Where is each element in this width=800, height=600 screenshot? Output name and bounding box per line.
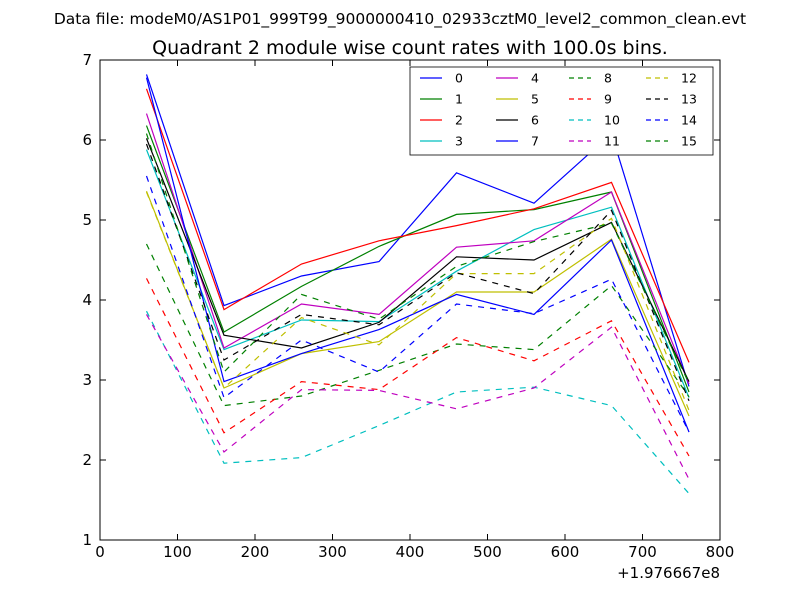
series-line-15 [145,133,690,384]
chart-title: Quadrant 2 module wise count rates with … [152,37,668,59]
y-tick-label: 7 [82,51,92,69]
legend-label-13: 13 [681,92,697,107]
legend-label-11: 11 [604,134,620,149]
series-line-10 [145,310,690,494]
series-line-11 [145,314,690,480]
legend-label-8: 8 [604,71,612,86]
legend-label-1: 1 [455,92,463,107]
x-offset-label: +1.976667e8 [617,564,720,582]
legend-label-15: 15 [681,134,697,149]
y-tick-label: 1 [82,531,92,549]
legend-label-14: 14 [681,113,697,128]
x-tick-label: 200 [241,543,270,561]
y-tick-label: 5 [82,211,92,229]
x-tick-label: 400 [396,543,425,561]
series-line-3 [145,149,690,398]
series-line-5 [145,190,690,417]
legend-label-10: 10 [604,113,620,128]
legend-label-5: 5 [531,92,539,107]
series-line-13 [145,143,690,402]
x-tick-label: 0 [95,543,105,561]
y-tick-label: 4 [82,291,92,309]
legend-label-12: 12 [681,71,697,86]
series-line-1 [145,125,690,393]
series-line-12 [145,191,690,411]
legend-label-3: 3 [455,134,463,149]
series-line-6 [145,138,690,382]
legend-label-6: 6 [531,113,539,128]
series-line-9 [145,278,690,457]
legend-label-4: 4 [531,71,539,86]
series-line-2 [145,88,690,363]
series-line-7 [145,77,690,433]
x-tick-label: 800 [706,543,735,561]
legend-label-0: 0 [455,71,463,86]
legend-frame [409,66,714,156]
x-tick-label: 700 [628,543,657,561]
series-layer [145,74,690,494]
series-line-4 [145,113,690,385]
legend-label-2: 2 [455,113,463,128]
y-tick-label: 2 [82,451,92,469]
legend-label-9: 9 [604,92,612,107]
series-line-8 [145,243,690,407]
legend-label-7: 7 [531,134,539,149]
x-tick-label: 300 [318,543,347,561]
chart-suptitle: Data file: modeM0/AS1P01_999T99_90000004… [54,10,746,29]
y-tick-label: 3 [82,371,92,389]
x-tick-label: 600 [551,543,580,561]
x-tick-label: 500 [473,543,502,561]
y-tick-label: 6 [82,131,92,149]
x-tick-label: 100 [163,543,192,561]
